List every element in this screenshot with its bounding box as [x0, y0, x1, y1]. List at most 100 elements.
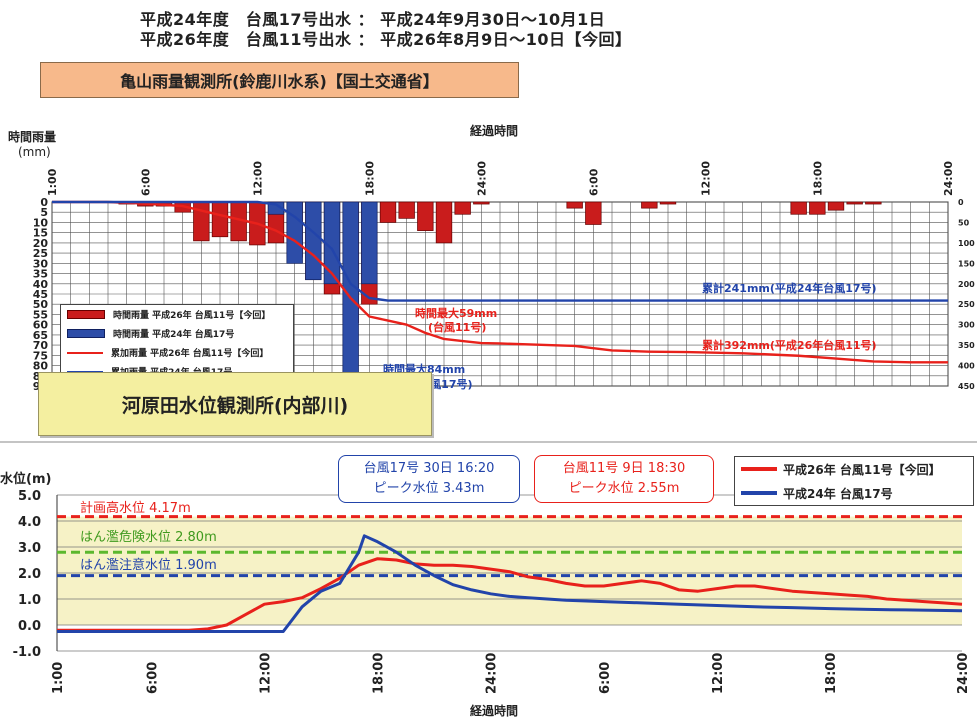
legend-swatch: [741, 467, 777, 471]
ref-label-caution: はん濫注意水位 1.90m: [80, 558, 217, 573]
level-x-tick: 12:00: [711, 653, 726, 694]
rain-y2-tick: 350: [958, 341, 975, 350]
rain-cumulative-line: [52, 200, 948, 302]
level-x-axis-label: 経過時間: [470, 704, 519, 718]
rain-y2-tick: 150: [958, 259, 975, 268]
rain-y-tick: 55: [33, 308, 48, 321]
rain-bar: [361, 201, 378, 285]
water-level-line: [57, 557, 963, 632]
rain-bar: [659, 201, 677, 205]
level-legend: 平成26年 台風11号【今回】 平成24年 台風17号: [734, 456, 974, 506]
rain-station-title: 亀山雨量観測所(鈴鹿川水系)【国土交通省】: [40, 62, 519, 98]
legend-label: 平成26年 台風11号【今回】: [783, 462, 941, 477]
rain-legend-item: 時間雨量 平成24年 台風17号: [61, 324, 293, 343]
level-legend-item: 平成24年 台風17号: [735, 481, 973, 505]
rain-y2-tick: 200: [958, 280, 975, 289]
rain-x-tick: 24:00: [942, 161, 955, 196]
rain-y-tick: 65: [33, 329, 48, 342]
annotation-total-241: 累計241mm(平成24年台風17号): [702, 282, 877, 295]
rain-legend: 時間雨量 平成26年 台風11号【今回】 時間雨量 平成24年 台風17号 累加…: [60, 304, 294, 382]
legend-swatch: [741, 491, 777, 495]
rain-x-tick: 18:00: [363, 161, 376, 196]
level-x-tick: 24:00: [485, 653, 500, 694]
level-station-title: 河原田水位観測所(内部川): [38, 372, 432, 436]
callout-line1: 台風17号 30日 16:20: [363, 461, 495, 476]
level-axes: 5.0 4.0 3.0 2.0 1.0 0.0 -1.0 1:00 6:00 12:00 18:00…: [13, 489, 971, 694]
rain-bar: [211, 201, 229, 238]
level-x-tick: 18:00: [372, 653, 387, 694]
level-y-tick: 5.0: [18, 489, 41, 504]
rain-y-tick: 80: [33, 360, 49, 373]
rain-y2-tick: 450: [958, 382, 975, 391]
header-line-2: 平成26年度 台風11号出水 ： 平成26年8月9日～10日【今回】: [140, 30, 632, 49]
rain-bar: [417, 201, 434, 231]
rain-bar: [379, 201, 397, 223]
level-x-tick: 18:00: [824, 653, 839, 694]
legend-label: 平成24年 台風17号: [783, 486, 893, 501]
rain-bar: [305, 201, 322, 281]
rain-y2-tick: 250: [958, 300, 975, 309]
rain-y-tick: 30: [33, 257, 49, 270]
rain-y2-tick: 400: [958, 362, 975, 371]
rain-x-tick: 24:00: [475, 161, 488, 196]
callout-line2: ピーク水位 2.55m: [568, 481, 680, 496]
rain-y2-tick: 0: [958, 198, 964, 207]
rain-x-tick: 18:00: [811, 161, 824, 196]
callout-typhoon17: 台風17号 30日 16:20 ピーク水位 3.43m: [338, 455, 520, 503]
rain-y-tick: 25: [33, 247, 48, 260]
level-x-tick: 24:00: [956, 653, 971, 694]
callout-typhoon11: 台風11号 9日 18:30 ピーク水位 2.55m: [534, 455, 714, 503]
rain-y-tick: 45: [33, 288, 48, 301]
rain-y2-tick: 50: [958, 218, 970, 227]
rain-y-tick: 35: [33, 268, 48, 281]
level-x-tick: 12:00: [258, 653, 273, 694]
rain-bar: [193, 201, 210, 242]
rain-bar: [865, 201, 882, 205]
rain-lines: [52, 200, 948, 364]
rain-bar: [473, 201, 490, 205]
rain-y-tick: 70: [33, 339, 49, 352]
rain-bar: [641, 201, 658, 209]
rain-axes: 0510152025303540455055606570758085900501…: [33, 161, 975, 393]
level-y-tick: 1.0: [18, 593, 41, 608]
legend-swatch: [67, 370, 103, 373]
rain-bar: [809, 201, 826, 215]
level-lines: [57, 534, 963, 633]
annotation-max-59-sub: (台風11号): [428, 321, 487, 334]
level-x-tick: 6:00: [145, 662, 160, 694]
rain-x-axis-label: 経過時間: [470, 124, 519, 138]
level-y-tick: 3.0: [18, 541, 41, 556]
level-y-tick: -1.0: [13, 645, 41, 660]
rain-y-tick: 60: [33, 319, 49, 332]
legend-swatch: [67, 329, 105, 338]
legend-swatch: [67, 351, 103, 354]
rain-y-tick: 0: [40, 196, 48, 209]
legend-swatch: [67, 310, 105, 319]
rain-y-tick: 5: [40, 206, 48, 219]
level-y-tick: 2.0: [18, 567, 41, 582]
rain-bar: [398, 201, 415, 219]
rain-y-tick: 15: [33, 227, 48, 240]
rain-x-tick: 1:00: [46, 168, 59, 196]
level-chart: 5.0 4.0 3.0 2.0 1.0 0.0 -1.0 1:00 6:00 12:00 18:00…: [0, 441, 977, 694]
rain-x-tick: 6:00: [139, 168, 152, 196]
rain-y-tick: 50: [33, 298, 49, 311]
legend-label: 時間雨量 平成24年 台風17号: [113, 330, 235, 340]
annotation-total-392: 累計392mm(平成26年台風11号): [702, 339, 877, 352]
level-x-tick: 6:00: [598, 662, 613, 694]
callout-line2: ピーク水位 3.43m: [373, 481, 485, 496]
rain-bar: [827, 201, 845, 211]
rain-y-tick: 20: [33, 237, 49, 250]
rain-y-axis-unit: (mm): [18, 145, 51, 159]
rain-bar: [846, 201, 863, 205]
rain-y-axis-label: 時間雨量: [8, 130, 57, 144]
rain-legend-item: 時間雨量 平成26年 台風11号【今回】: [61, 305, 293, 324]
rain-x-tick: 12:00: [699, 161, 712, 196]
ref-label-planned: 計画高水位 4.17m: [80, 501, 191, 516]
rain-legend-item: 累加雨量 平成26年 台風11号【今回】: [61, 343, 293, 362]
level-legend-item: 平成26年 台風11号【今回】: [735, 457, 973, 481]
rain-y-tick: 75: [33, 349, 48, 362]
rain-bar: [566, 201, 583, 209]
rain-y-tick: 10: [33, 216, 49, 229]
legend-label: 時間雨量 平成26年 台風11号【今回】: [113, 311, 271, 321]
